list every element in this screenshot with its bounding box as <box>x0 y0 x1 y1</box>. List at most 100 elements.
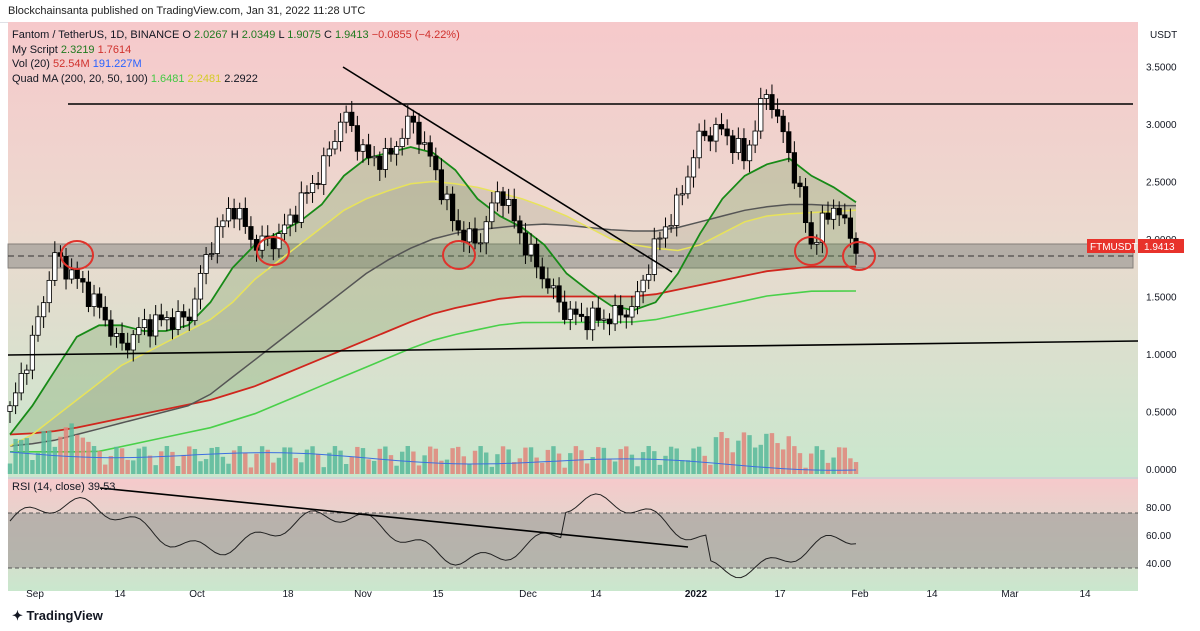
ohlc-open-label: O <box>182 29 191 41</box>
volume-bar <box>13 439 17 474</box>
candle-body <box>450 194 454 221</box>
volume-bar <box>618 449 622 474</box>
volume-bar <box>394 466 398 474</box>
volume-bar <box>568 453 572 474</box>
candle-body <box>383 148 387 169</box>
time-tick-label: 17 <box>774 589 786 599</box>
candle-body <box>686 177 690 194</box>
volume-bar <box>787 436 791 474</box>
candle-body <box>792 153 796 183</box>
candle-body <box>478 243 482 244</box>
ohlc-high-label: H <box>231 29 239 41</box>
volume-bar <box>529 447 533 474</box>
volume-bar <box>322 467 326 474</box>
candle-body <box>400 138 404 146</box>
candle-body <box>13 393 17 406</box>
candle-body <box>658 238 662 239</box>
candle-body <box>75 270 79 279</box>
candle-body <box>831 208 835 219</box>
candle-body <box>355 126 359 152</box>
volume-bar <box>714 437 718 474</box>
candle-body <box>647 274 651 280</box>
rsi-legend[interactable]: RSI (14, close) 39.53 <box>12 481 115 493</box>
volume-bar <box>478 446 482 474</box>
candle-body <box>641 280 645 292</box>
volume-bar <box>288 448 292 474</box>
candle-body <box>114 333 118 336</box>
candle-body <box>675 195 679 225</box>
candle-body <box>417 122 421 144</box>
volume-bar <box>153 465 157 474</box>
candle-body <box>731 136 735 153</box>
candle-body <box>181 312 185 317</box>
volume-bar <box>75 435 79 474</box>
candle-body <box>389 148 393 154</box>
volume-bar <box>798 453 802 474</box>
volume-bar <box>86 442 90 474</box>
candle-body <box>512 199 516 220</box>
volume-bar <box>725 438 729 474</box>
candle-body <box>322 156 326 185</box>
volume-bar <box>490 467 494 474</box>
legend-quad-ma[interactable]: Quad MA (200, 20, 50, 100) 1.6481 2.2481… <box>12 72 460 87</box>
volume-bar <box>540 463 544 474</box>
candle-body <box>434 156 438 170</box>
volume-bar <box>64 427 68 474</box>
publisher-bar: Blockchainsanta published on TradingView… <box>0 0 1200 23</box>
candle-body <box>8 406 12 412</box>
volume-bar <box>238 446 242 474</box>
volume-bar <box>406 446 410 474</box>
ohlc-low: 1.9075 <box>287 29 321 41</box>
candle-body <box>820 213 824 242</box>
candle-body <box>736 138 740 152</box>
candle-body <box>551 286 555 288</box>
volume-bar <box>613 461 617 474</box>
candle-body <box>209 254 213 255</box>
symbol-title[interactable]: Fantom / TetherUS, 1D, BINANCE <box>12 29 179 41</box>
vol-v1: 52.54M <box>53 58 90 70</box>
time-tick-label: 14 <box>1079 589 1091 599</box>
time-tick-label: Oct <box>189 589 205 599</box>
rsi-tick-label: 40.00 <box>1146 559 1171 570</box>
candle-body <box>540 267 544 279</box>
candle-body <box>467 229 471 242</box>
volume-bar <box>551 446 555 474</box>
volume-bar <box>747 435 751 474</box>
volume-bar <box>344 464 348 474</box>
candle-body <box>462 230 466 242</box>
volume-bar <box>193 449 197 474</box>
volume-bar <box>58 437 62 474</box>
logo-mark-icon: ✦ <box>12 608 27 623</box>
tradingview-logo[interactable]: ✦ TradingView <box>12 608 103 624</box>
candle-body <box>490 203 494 222</box>
candle-body <box>534 244 538 267</box>
candle-body <box>131 335 135 350</box>
volume-bar <box>506 449 510 474</box>
time-tick-label: 14 <box>926 589 938 599</box>
legend-vol[interactable]: Vol (20) 52.54M 191.227M <box>12 57 460 72</box>
candle-body <box>596 308 600 320</box>
quad-ma-label: Quad MA (200, 20, 50, 100) <box>12 73 148 85</box>
volume-bar <box>282 447 286 474</box>
candle-body <box>204 255 208 274</box>
volume-bar <box>501 446 505 474</box>
candle-body <box>394 147 398 155</box>
volume-bar <box>378 449 382 474</box>
volume-bar <box>81 438 85 474</box>
candle-body <box>708 136 712 141</box>
legend-my-script[interactable]: My Script 2.3219 1.7614 <box>12 43 460 58</box>
volume-bar <box>534 458 538 474</box>
candle-body <box>221 221 225 227</box>
volume-bar <box>422 455 426 474</box>
volume-bar <box>109 456 113 474</box>
rsi-tick-label: 60.00 <box>1146 531 1171 542</box>
chart-canvas[interactable]: USDT 3.50003.00002.50002.00001.50001.000… <box>0 22 1200 599</box>
volume-bar <box>389 455 393 474</box>
candle-body <box>854 238 858 253</box>
volume-bar <box>383 447 387 474</box>
candle-body <box>557 286 561 302</box>
volume-bar <box>731 452 735 474</box>
volume-bar <box>181 455 185 474</box>
time-tick-label: Nov <box>354 589 372 599</box>
volume-bar <box>736 441 740 474</box>
